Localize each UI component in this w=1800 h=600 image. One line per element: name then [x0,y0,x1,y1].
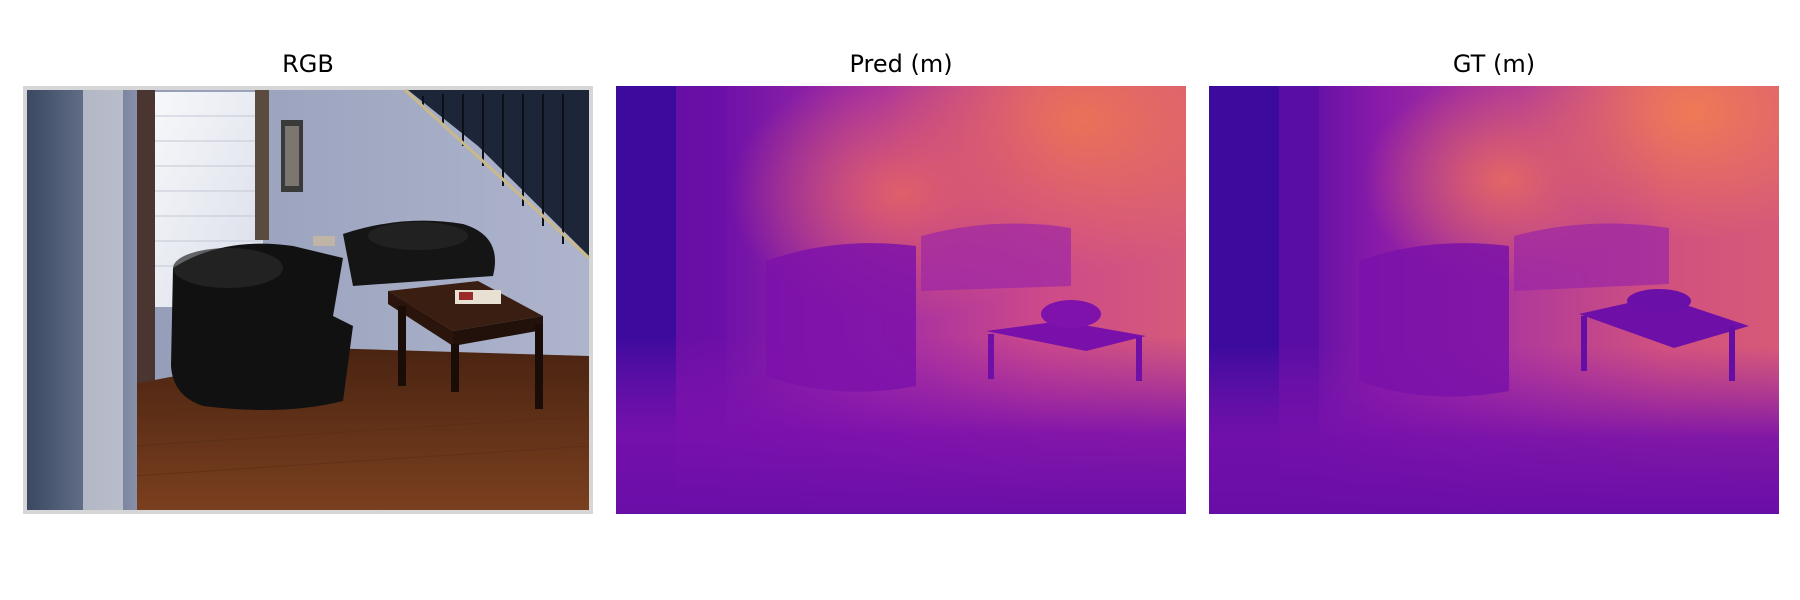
gt-depth-map [1209,86,1779,514]
rgb-photo-illustration [23,86,593,514]
pred-depth-illustration [616,86,1186,514]
gt-depth-illustration [1209,86,1779,514]
rgb-panel-title: RGB [282,50,334,78]
pred-panel-title: Pred (m) [849,50,953,78]
pred-depth-map [616,86,1186,514]
gt-panel-title: GT (m) [1452,50,1536,78]
rgb-image [23,86,593,514]
